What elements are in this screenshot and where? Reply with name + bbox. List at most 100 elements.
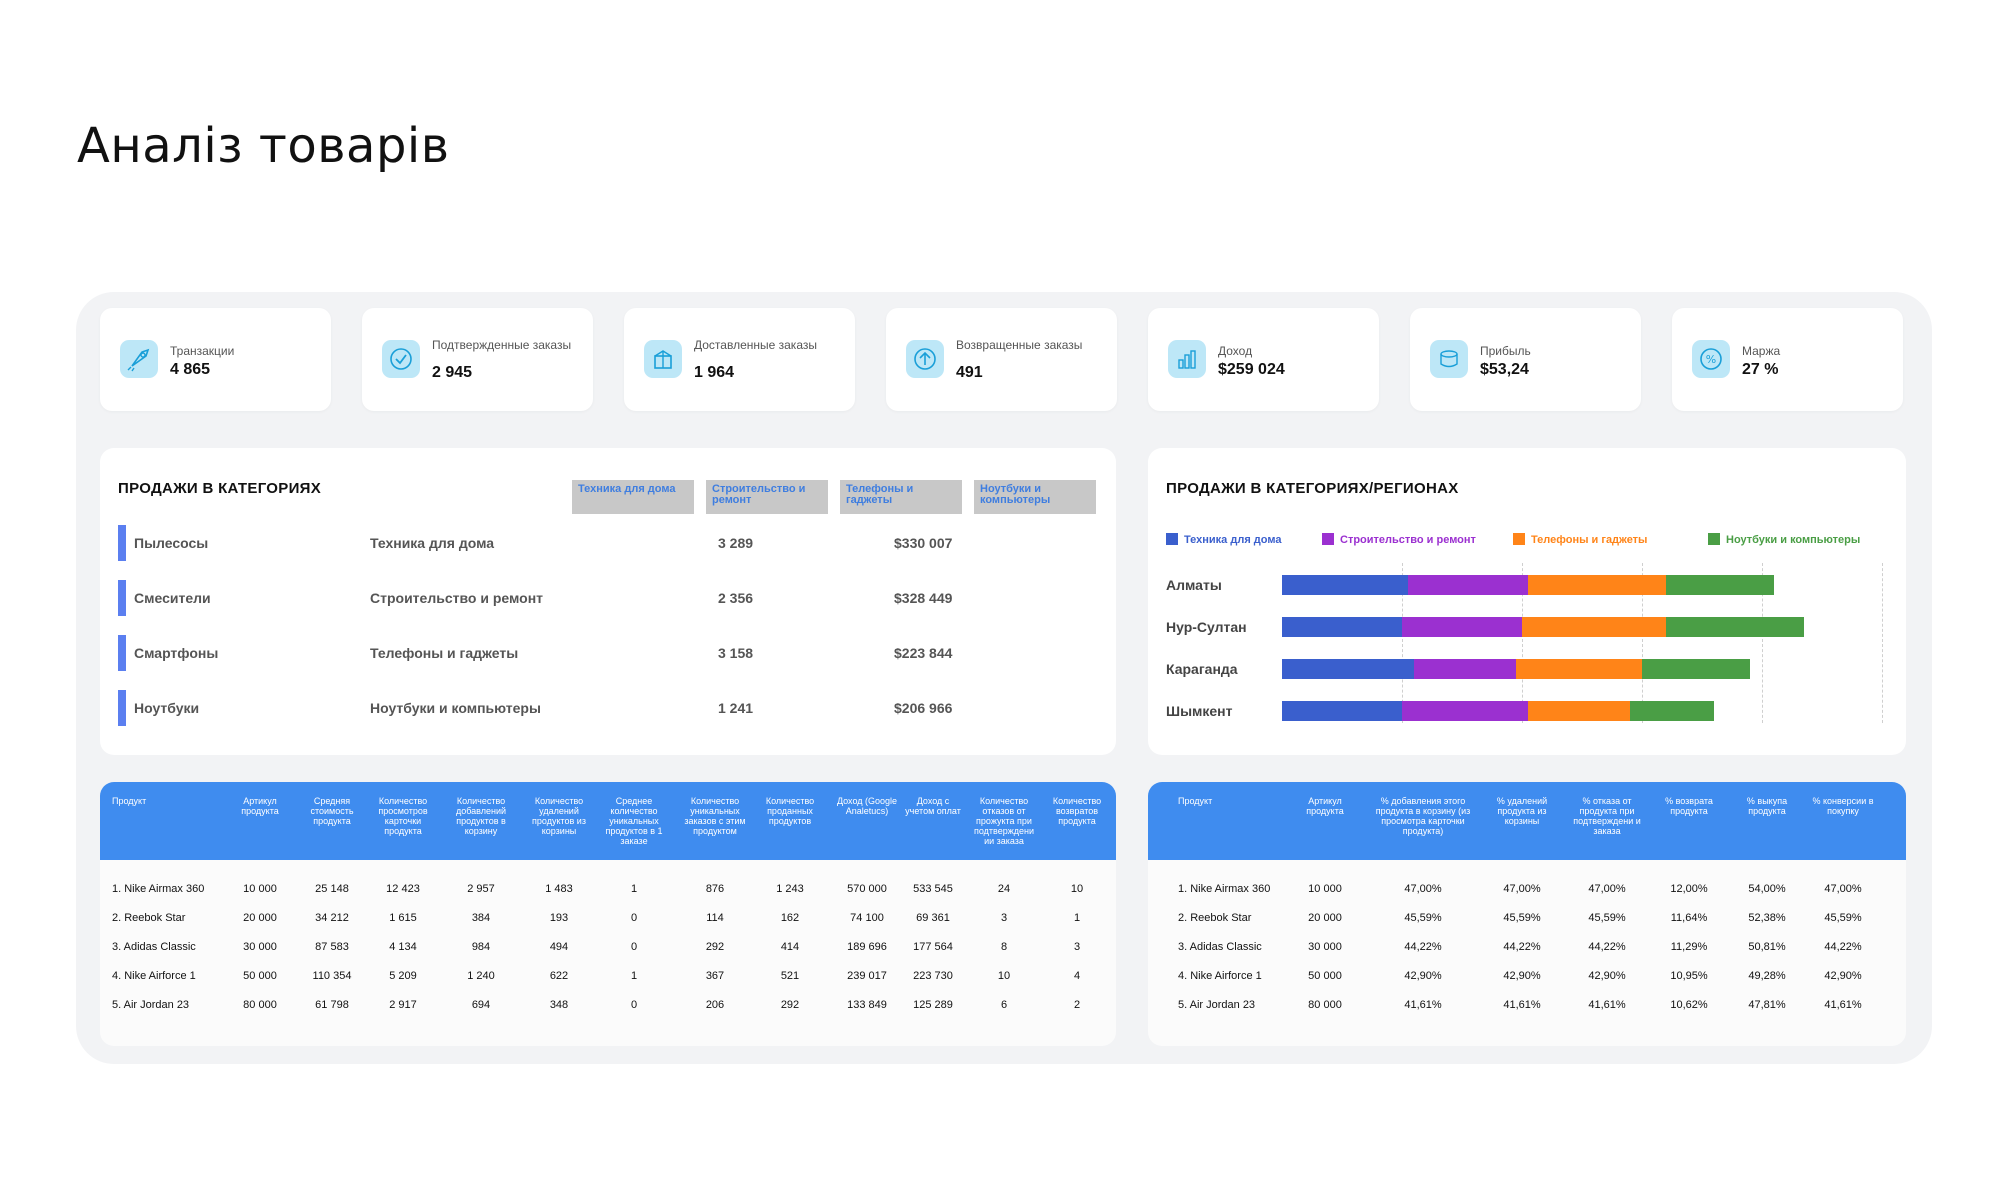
table-header-cell: Количество удалений продуктов из корзины	[532, 796, 586, 836]
kpi-value: 2 945	[432, 364, 473, 381]
table-cell: 24	[997, 883, 1011, 895]
table-cell: 42,90%	[1503, 970, 1541, 982]
header-box-laptops[interactable]: Ноутбуки и компьютеры	[974, 480, 1096, 514]
kpi-value: 491	[956, 364, 983, 381]
bar-segment	[1408, 575, 1528, 595]
bar-segment	[1402, 701, 1528, 721]
kpi-value: 27 %	[1742, 361, 1779, 378]
table-cell: 44,22%	[1588, 941, 1626, 953]
page-title: Аналіз товарів	[77, 118, 450, 174]
chart-gridline	[1402, 563, 1403, 723]
kpi-label: Доход	[1218, 344, 1253, 358]
table-cell: 11,29%	[1670, 941, 1708, 953]
table-cell: 622	[549, 970, 569, 982]
category-product: Ноутбуки	[134, 700, 200, 716]
table-cell: 10,62%	[1670, 999, 1708, 1011]
table-cell: 44,22%	[1404, 941, 1442, 953]
kpi-label: Возвращенные заказы	[956, 338, 1083, 352]
table-cell: 47,00%	[1503, 883, 1541, 895]
table-cell: 87 583	[315, 941, 349, 953]
table-cell: 110 354	[312, 970, 352, 982]
bar-segment	[1282, 701, 1402, 721]
check-badge-icon	[382, 340, 420, 378]
legend-swatch	[1513, 533, 1525, 545]
table-cell: 189 696	[847, 941, 887, 953]
bar-segment	[1282, 575, 1408, 595]
table-cell: 41,61%	[1503, 999, 1541, 1011]
table-cell: 4	[1073, 970, 1081, 982]
table-cell: 45,59%	[1404, 912, 1442, 924]
products-table: Продукт Артикул продукта Средняя стоимость…	[100, 782, 1116, 1046]
table-cell: 47,81%	[1748, 999, 1786, 1011]
table-cell: 41,61%	[1588, 999, 1626, 1011]
table-cell: 47,00%	[1404, 883, 1442, 895]
table-cell: 1 615	[389, 912, 417, 924]
table-cell: 45,59%	[1503, 912, 1541, 924]
header-box-home[interactable]: Техника для дома	[572, 480, 694, 514]
product-name-cell: 3. Adidas Classic	[1178, 941, 1262, 953]
legend-label: Строительство и ремонт	[1340, 534, 1476, 546]
category-row: Пылесосы Техника для дома 3 289 $330 007	[118, 525, 978, 561]
table-cell: 52,38%	[1748, 912, 1786, 924]
category-revenue: $328 449	[894, 590, 953, 606]
table-cell: 4 134	[389, 941, 417, 953]
table-header-cell: Средняя стоимость продукта	[310, 796, 354, 826]
table-cell: 2 917	[389, 999, 417, 1011]
chart-gridline	[1762, 563, 1763, 723]
product-name-cell: 2. Reebok Star	[1178, 912, 1252, 924]
bar-segment	[1282, 659, 1414, 679]
table-cell: 50,81%	[1748, 941, 1786, 953]
kpi-card: % Маржа 27 %	[1672, 308, 1903, 411]
income-chart-icon	[1168, 340, 1206, 378]
header-box-construction[interactable]: Строительство и ремонт	[706, 480, 828, 514]
legend-label: Ноутбуки и компьютеры	[1726, 534, 1861, 546]
table-cell: 80 000	[243, 999, 277, 1011]
table-cell: 292	[705, 941, 725, 953]
table-cell: 41,61%	[1404, 999, 1442, 1011]
table-cell: 10 000	[243, 883, 277, 895]
table-header-cell: Количество уникальных заказов с этим про…	[684, 796, 746, 836]
category-revenue: $330 007	[894, 535, 953, 551]
kpi-value: 1 964	[694, 364, 735, 381]
table-cell: 193	[549, 912, 569, 924]
bar-segment	[1528, 701, 1630, 721]
table-cell: 5 209	[389, 970, 417, 982]
table-cell: 1	[630, 883, 638, 895]
table-header-cell: Продукт	[1178, 796, 1213, 806]
table-cell: 42,90%	[1588, 970, 1626, 982]
table-header-cell: % возврата продукта	[1665, 796, 1713, 816]
header-box-phones[interactable]: Телефоны и гаджеты	[840, 480, 962, 514]
kpi-label: Доставленные заказы	[694, 338, 817, 352]
kpi-card: Доставленные заказы 1 964	[624, 308, 855, 411]
table-cell: 521	[780, 970, 800, 982]
category-product: Пылесосы	[134, 535, 209, 551]
table-cell: 44,22%	[1503, 941, 1541, 953]
category-qty: 2 356	[718, 590, 754, 606]
products-table-header	[100, 782, 1116, 860]
table-cell: 114	[706, 912, 724, 924]
table-cell: 42,90%	[1824, 970, 1862, 982]
rocket-icon	[120, 340, 158, 378]
table-cell: 11,64%	[1670, 912, 1708, 924]
table-cell: 239 017	[847, 970, 887, 982]
legend-swatch	[1322, 533, 1334, 545]
table-cell: 47,00%	[1824, 883, 1862, 895]
legend-swatch	[1166, 533, 1178, 545]
table-cell: 1 483	[545, 883, 573, 895]
table-header-cell: Количество добавлений продуктов в корзин…	[455, 796, 507, 836]
table-cell: 3	[1073, 941, 1081, 953]
legend-item: Ноутбуки и компьютеры	[1708, 533, 1860, 546]
table-cell: 54,00%	[1748, 883, 1786, 895]
bar-segment	[1666, 617, 1804, 637]
table-cell: 30 000	[1308, 941, 1342, 953]
table-cell: 414	[780, 941, 800, 953]
category-accent-bar	[118, 690, 126, 726]
table-cell: 74 100	[850, 912, 884, 924]
table-cell: 570 000	[847, 883, 887, 895]
table-header-cell: Продукт	[112, 796, 147, 806]
table-cell: 367	[705, 970, 725, 982]
table-cell: 694	[471, 999, 491, 1011]
table-cell: 12,00%	[1670, 883, 1708, 895]
kpi-value: $53,24	[1480, 361, 1529, 378]
category-name: Техника для дома	[370, 535, 495, 551]
